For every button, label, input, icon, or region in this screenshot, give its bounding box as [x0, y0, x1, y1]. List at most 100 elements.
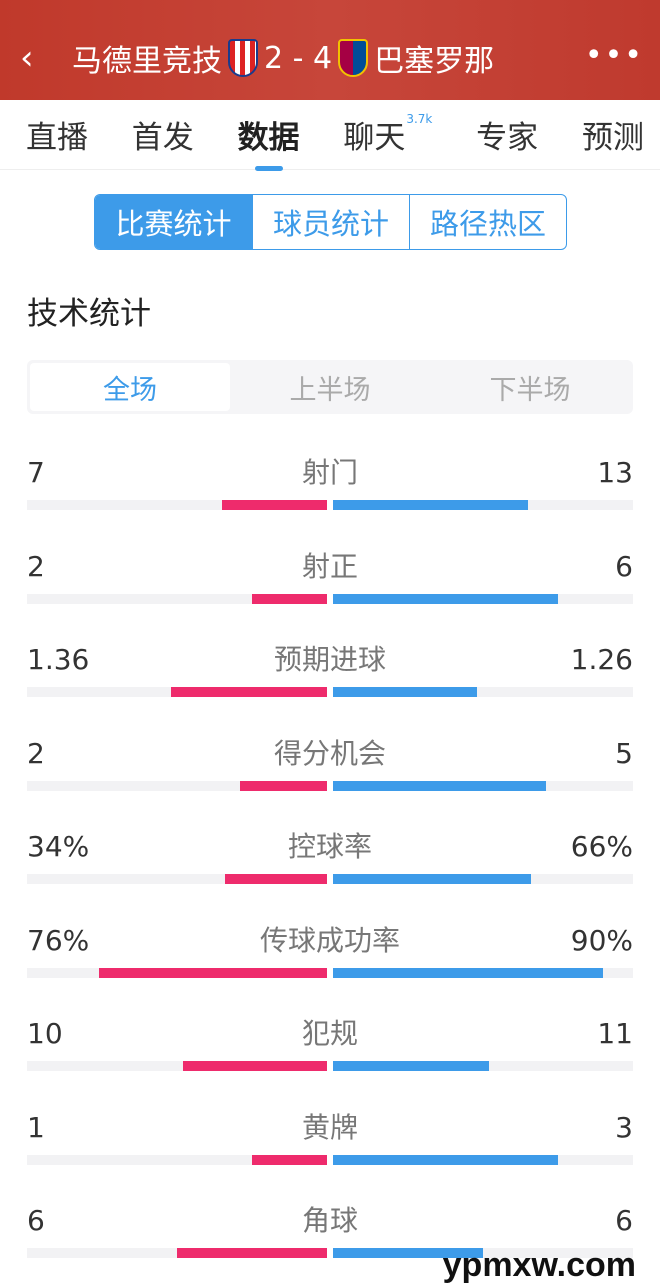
- home-bar-track: [27, 1248, 327, 1258]
- home-bar-track: [27, 967, 327, 978]
- away-bar: [333, 780, 546, 791]
- tab-5[interactable]: 预测: [582, 112, 644, 157]
- tab-4[interactable]: 专家: [476, 112, 538, 157]
- tab-3[interactable]: 聊天3.7k: [343, 112, 432, 157]
- home-value: 2: [27, 736, 45, 770]
- stat-name: 预期进球: [273, 643, 386, 676]
- away-bar-track: [333, 780, 633, 791]
- period-full[interactable]: 全场: [30, 363, 230, 411]
- away-bar: [333, 1061, 489, 1071]
- home-bar: [177, 1248, 327, 1258]
- stat-row: 7 射门 13: [27, 456, 633, 526]
- stat-name: 控球率: [287, 830, 372, 863]
- away-bar: [333, 687, 477, 697]
- home-value: 34%: [27, 830, 90, 863]
- stat-row: 2 射正 6: [27, 550, 633, 620]
- home-bar: [183, 1061, 327, 1071]
- chat-count-badge: 3.7k: [406, 112, 433, 126]
- home-bar: [252, 593, 327, 604]
- tab-1[interactable]: 首发: [132, 112, 194, 157]
- away-value: 66%: [570, 830, 633, 863]
- away-value: 5: [615, 736, 633, 770]
- away-value: 6: [615, 549, 633, 583]
- away-value: 11: [597, 1017, 633, 1050]
- home-value: 10: [27, 1017, 63, 1050]
- period-second-half[interactable]: 下半场: [489, 374, 571, 406]
- away-bar: [333, 967, 603, 978]
- away-bar-track: [333, 687, 633, 697]
- home-value: 7: [27, 456, 45, 489]
- stat-row: 1.36 预期进球 1.26: [27, 643, 633, 713]
- stat-name: 射正: [301, 549, 358, 583]
- away-bar: [333, 500, 528, 510]
- barcelona-logo-icon: [338, 39, 369, 77]
- home-bar-track: [27, 780, 327, 791]
- tab-label: 预测: [581, 120, 644, 156]
- stat-name: 得分机会: [273, 736, 386, 770]
- away-value: 13: [597, 456, 633, 489]
- tab-label: 数据: [237, 120, 300, 156]
- watermark: ypmxw.com: [442, 1246, 636, 1284]
- score: 2 - 4: [264, 40, 333, 76]
- home-bar-track: [27, 874, 327, 884]
- stat-row: 6 角球 6: [27, 1204, 633, 1274]
- stat-row: 10 犯规 11: [27, 1017, 633, 1087]
- period-first-half[interactable]: 上半场: [289, 374, 371, 406]
- away-bar-track: [333, 1248, 633, 1258]
- atletico-logo-icon: [228, 39, 258, 77]
- segment-match-stats[interactable]: 比赛统计: [95, 195, 252, 249]
- more-icon[interactable]: •••: [584, 38, 644, 73]
- home-team-name: 马德里竞技: [72, 44, 222, 79]
- away-bar-track: [333, 500, 633, 510]
- away-value: 90%: [570, 923, 633, 957]
- away-bar-track: [333, 1061, 633, 1071]
- match-title: 马德里竞技 2 - 4 巴塞罗那: [72, 36, 494, 80]
- home-bar-track: [27, 593, 327, 604]
- away-bar: [333, 1248, 483, 1258]
- stat-row: 76% 传球成功率 90%: [27, 924, 633, 994]
- away-bar: [333, 1154, 558, 1165]
- away-value: 6: [615, 1204, 633, 1237]
- home-bar-track: [27, 1154, 327, 1165]
- back-icon[interactable]: ‹: [20, 38, 34, 78]
- home-bar: [222, 500, 327, 510]
- home-value: 6: [27, 1204, 45, 1237]
- home-bar: [171, 687, 327, 697]
- segment-player-stats[interactable]: 球员统计: [252, 195, 409, 249]
- home-bar-track: [27, 500, 327, 510]
- home-bar-track: [27, 687, 327, 697]
- away-value: 1.26: [570, 643, 633, 676]
- tab-bar: 直播 首发 数据 聊天3.7k 专家 预测: [0, 100, 660, 171]
- away-bar: [333, 593, 558, 604]
- home-bar: [252, 1154, 327, 1165]
- away-value: 3: [615, 1110, 633, 1144]
- tab-0[interactable]: 直播: [26, 112, 88, 157]
- stat-row: 34% 控球率 66%: [27, 830, 633, 900]
- stat-row: 1 黄牌 3: [27, 1111, 633, 1181]
- home-value: 76%: [27, 923, 90, 957]
- tab-label: 专家: [476, 120, 539, 156]
- tab-label: 首发: [131, 120, 194, 156]
- tab-label: 聊天: [343, 120, 406, 156]
- away-bar-track: [333, 1154, 633, 1165]
- home-value: 1.36: [27, 643, 90, 676]
- away-bar-track: [333, 967, 633, 978]
- stat-name: 犯规: [301, 1017, 358, 1050]
- tab-label: 直播: [26, 120, 88, 156]
- stats-segmented-control: 比赛统计 球员统计 路径热区: [94, 194, 567, 250]
- home-bar-track: [27, 1061, 327, 1071]
- section-title: 技术统计: [27, 296, 151, 332]
- away-bar: [333, 874, 531, 884]
- match-header: ‹ 马德里竞技 2 - 4 巴塞罗那 •••: [0, 0, 660, 100]
- stat-row: 2 得分机会 5: [27, 737, 633, 807]
- away-bar-track: [333, 874, 633, 884]
- stat-name: 黄牌: [301, 1110, 358, 1144]
- away-bar-track: [333, 593, 633, 604]
- segment-heatmap[interactable]: 路径热区: [409, 195, 566, 249]
- home-bar: [225, 874, 327, 884]
- home-bar: [99, 967, 327, 978]
- stat-name: 传球成功率: [259, 923, 400, 957]
- home-value: 2: [27, 549, 45, 583]
- tab-2[interactable]: 数据: [237, 112, 300, 171]
- period-selector: 全场 上半场 下半场: [27, 360, 633, 414]
